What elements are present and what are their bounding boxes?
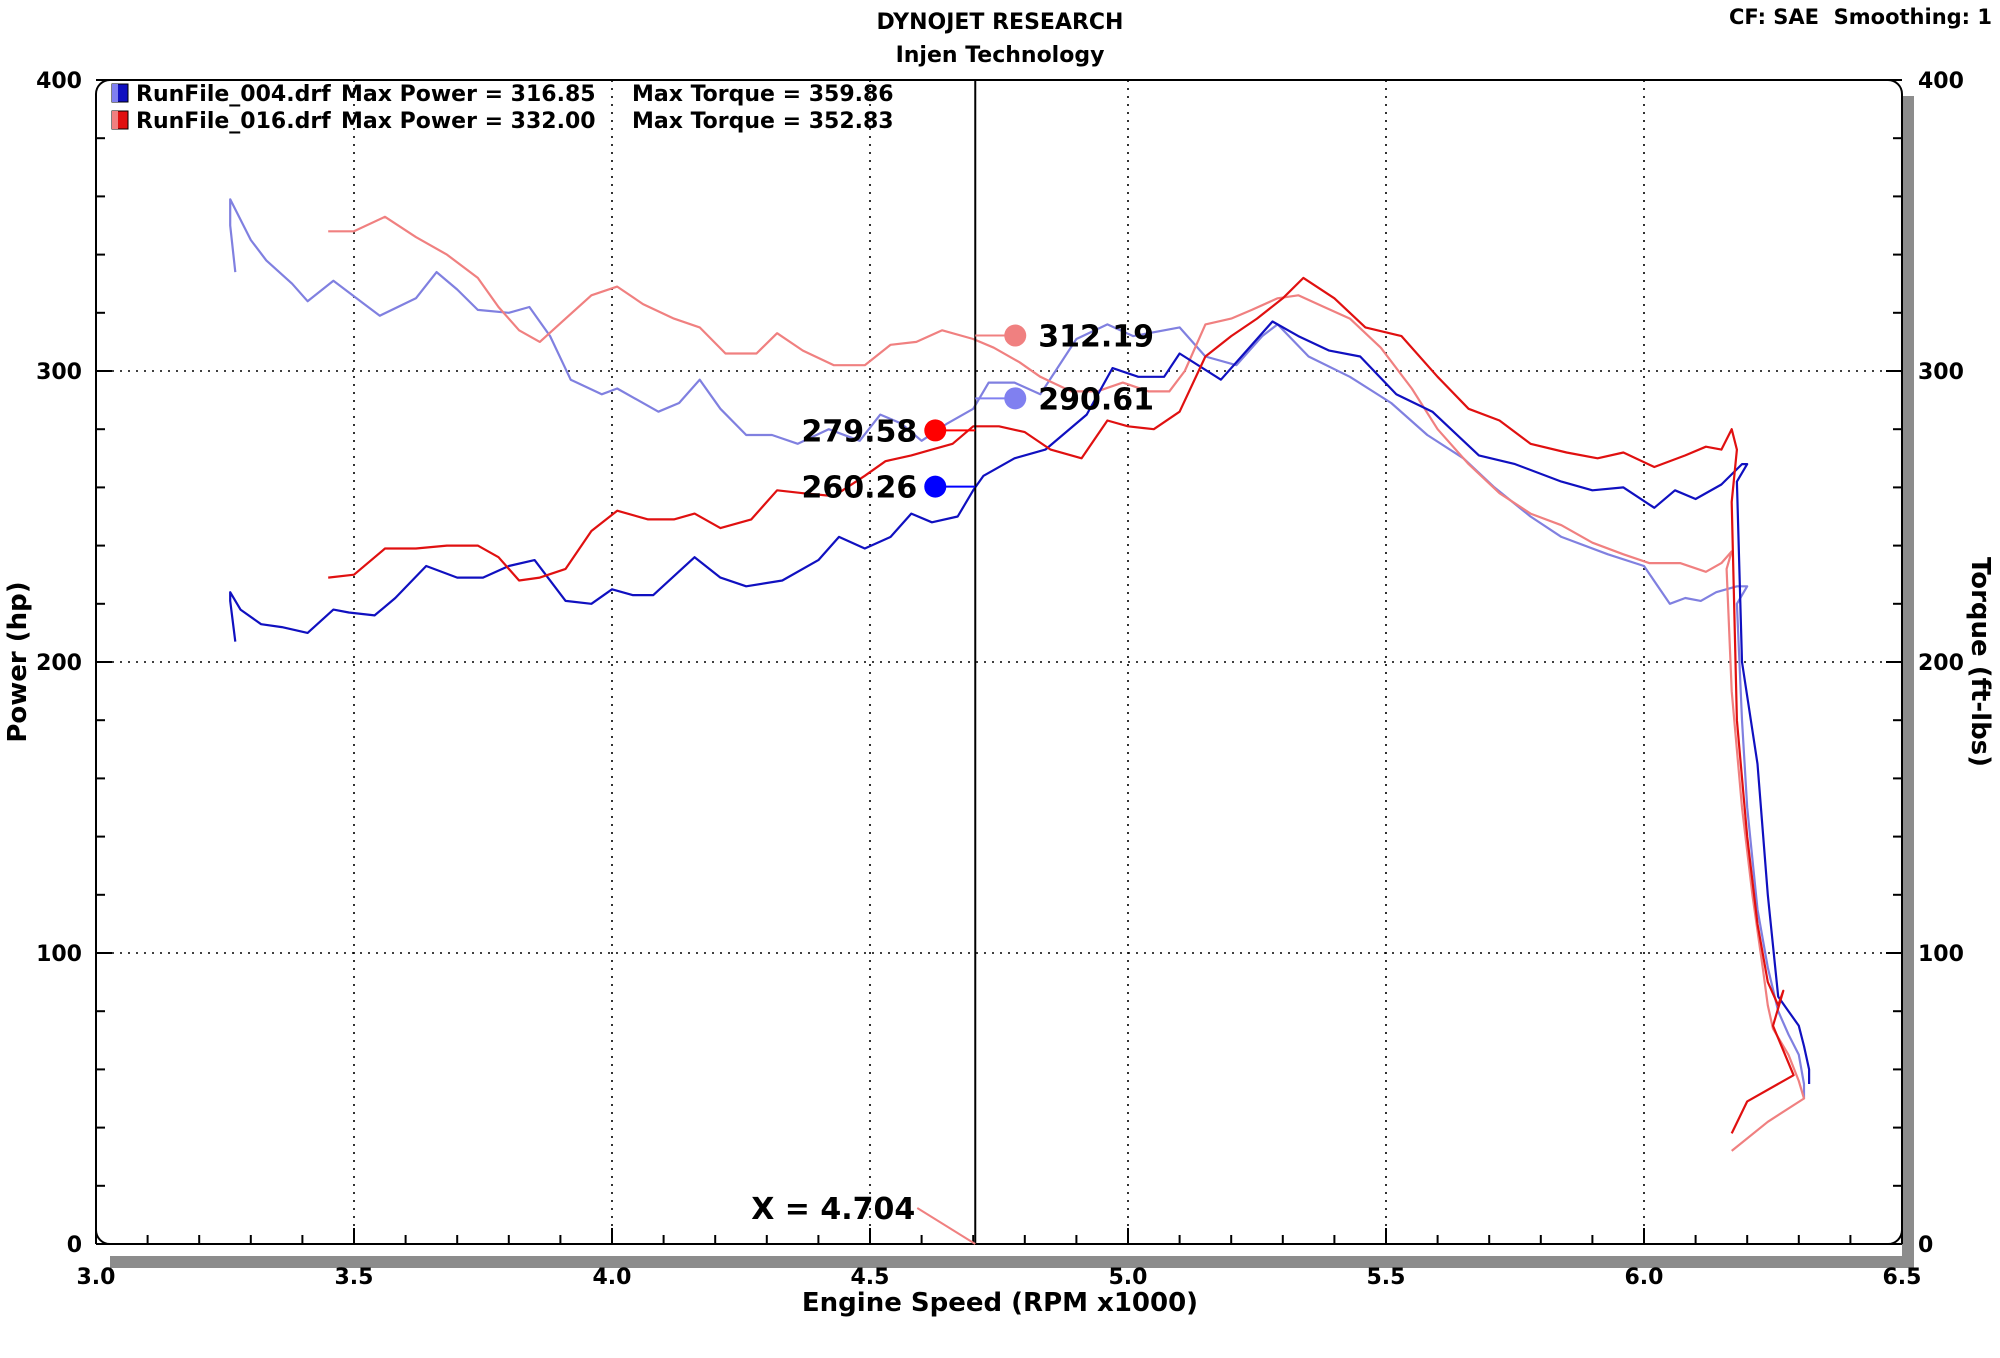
y-tick-label-right: 300 xyxy=(1918,360,1964,385)
chart-settings: CF: SAE Smoothing: 1 xyxy=(1729,5,1992,29)
series-line-runfile_004-drf-torque xyxy=(229,198,1806,1099)
marker-value-label: 279.58 xyxy=(801,414,917,449)
ticks-layer: 3.0 3.5 4.0 4.5 5.0 5.5 6.0 6.5 0 100 200 300 400 0 10… xyxy=(36,69,1964,1290)
x-tick-label: 6.0 xyxy=(1625,1265,1664,1290)
y-tick-label-right: 400 xyxy=(1918,69,1964,94)
series-line-runfile_004-drf-power xyxy=(229,320,1811,1084)
chart-subtitle: Injen Technology xyxy=(896,43,1105,68)
legend-entry-016: RunFile_016.drf Max Power = 332.00 Max T… xyxy=(111,109,894,134)
y-tick-label-left: 300 xyxy=(36,360,82,385)
cursor-value-label: X = 4.704 xyxy=(751,1192,915,1227)
legend-max-power-004: Max Power = 316.85 xyxy=(341,82,596,107)
series-line-runfile_016-drf-torque xyxy=(328,215,1806,1152)
y-tick-label-right: 200 xyxy=(1918,651,1964,676)
x-tick-label: 4.0 xyxy=(593,1265,632,1290)
chart-title: DYNOJET RESEARCH xyxy=(877,10,1124,35)
cursor-label-leader xyxy=(916,1207,976,1245)
y-tick-label-left: 100 xyxy=(36,942,82,967)
legend: RunFile_004.drf Max Power = 316.85 Max T… xyxy=(111,82,894,134)
y-tick-label-right: 0 xyxy=(1918,1233,1933,1258)
marker-dot xyxy=(1004,324,1027,347)
legend-max-power-016: Max Power = 332.00 xyxy=(341,109,596,134)
legend-swatch-004-highlight xyxy=(112,84,118,102)
series-layer xyxy=(229,198,1811,1152)
legend-file-004: RunFile_004.drf xyxy=(136,82,331,107)
marker-dot xyxy=(1004,387,1027,410)
x-tick-label: 3.0 xyxy=(77,1265,116,1290)
series-line-runfile_016-drf-power xyxy=(328,276,1795,1134)
marker-dot xyxy=(924,475,947,498)
y-axis-label-right: Torque (ft-lbs) xyxy=(1965,557,1995,767)
y-tick-label-left: 400 xyxy=(36,69,82,94)
y-axis-label-left: Power (hp) xyxy=(3,581,33,742)
legend-max-torque-016: Max Torque = 352.83 xyxy=(632,109,894,134)
legend-file-016: RunFile_016.drf xyxy=(136,109,331,134)
marker-value-label: 290.61 xyxy=(1038,382,1154,417)
x-tick-label: 5.0 xyxy=(1109,1265,1148,1290)
y-tick-label-left: 200 xyxy=(36,651,82,676)
plot-frame xyxy=(95,79,1903,1245)
x-tick-label: 5.5 xyxy=(1367,1265,1406,1290)
legend-entry-004: RunFile_004.drf Max Power = 316.85 Max T… xyxy=(111,82,894,107)
marker-dot xyxy=(924,419,947,442)
marker-value-label: 260.26 xyxy=(801,471,917,506)
x-tick-label: 4.5 xyxy=(851,1265,890,1290)
y-tick-label-right: 100 xyxy=(1918,942,1964,967)
legend-swatch-016-highlight xyxy=(112,111,118,129)
x-tick-label: 6.5 xyxy=(1883,1265,1922,1290)
x-axis-label: Engine Speed (RPM x1000) xyxy=(802,1288,1198,1318)
marker-value-label: 312.19 xyxy=(1038,320,1154,355)
grid-layer xyxy=(96,80,1902,1244)
legend-max-torque-004: Max Torque = 359.86 xyxy=(632,82,894,107)
x-tick-label: 3.5 xyxy=(335,1265,374,1290)
y-tick-label-left: 0 xyxy=(67,1233,82,1258)
markers-layer: 312.19 290.61 279.58 260.26 xyxy=(801,320,1154,506)
